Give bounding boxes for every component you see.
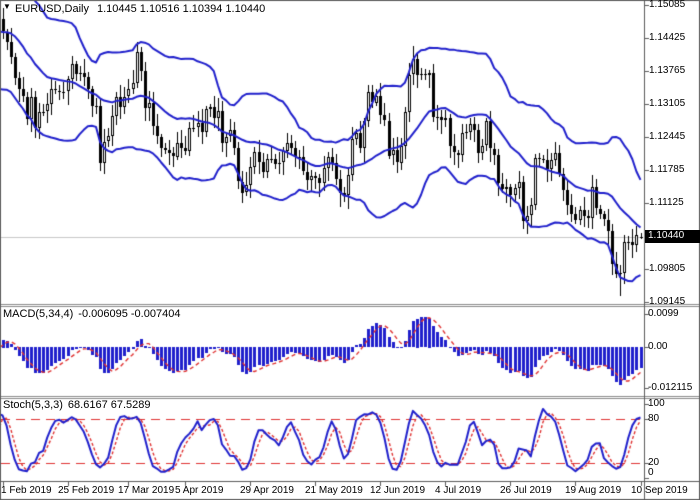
date-axis-label: 26 Jul 2019 <box>500 485 552 496</box>
stoch-label-name: Stoch(5,3,3) <box>3 399 63 411</box>
stoch-panel-label: Stoch(5,3,3) 68.6167 67.5289 <box>3 399 151 411</box>
date-axis-label: 5 Apr 2019 <box>175 485 224 496</box>
stoch-axis-label: 0 <box>648 467 654 478</box>
macd-axis-label: -0.012115 <box>648 382 693 393</box>
price-axis-label: 1.11785 <box>649 164 685 175</box>
price-axis-label: 1.12445 <box>649 131 686 142</box>
date-axis-label: 12 Jun 2019 <box>370 485 426 496</box>
macd-axis-label: 0.0099 <box>648 308 679 319</box>
price-axis-label: 1.13765 <box>649 65 686 76</box>
date-axis-label: 10 Sep 2019 <box>631 485 688 496</box>
price-axis-label: 1.13105 <box>649 98 686 109</box>
date-axis-label: 4 Jul 2019 <box>435 485 482 496</box>
date-axis-label: 21 May 2019 <box>305 485 363 496</box>
price-axis-label: 1.09145 <box>649 296 686 307</box>
price-axis-label: 1.14425 <box>649 32 686 43</box>
price-axis-label: 1.11125 <box>649 197 684 208</box>
chart-title: EURUSD,Daily 1.10445 1.10516 1.10394 1.10… <box>15 3 265 15</box>
macd-axis-label: 0.00 <box>648 341 668 352</box>
date-axis-label: 29 Apr 2019 <box>240 485 294 496</box>
macd-panel-label: MACD(5,34,4) -0.006095 -0.007404 <box>3 308 180 320</box>
stoch-axis-label: 100 <box>648 398 665 409</box>
macd-label-name: MACD(5,34,4) <box>3 308 74 320</box>
price-axis-label: 1.15085 <box>649 0 686 10</box>
stoch-label-values: 68.6167 67.5289 <box>67 399 151 411</box>
title-symbol: EURUSD,Daily <box>15 3 89 15</box>
date-axis-label: 17 Mar 2019 <box>118 485 175 496</box>
current-price-badge: 1.10440 <box>645 230 700 243</box>
title-ohlc-values: 1.10445 1.10516 1.10394 1.10440 <box>96 3 266 15</box>
stoch-axis-label: 80 <box>648 413 660 424</box>
symbol-marker-icon: ▼ <box>3 2 11 11</box>
date-axis-label: 19 Aug 2019 <box>565 485 622 496</box>
date-axis-label: 25 Feb 2019 <box>58 485 115 496</box>
price-axis-label: 1.09805 <box>649 263 686 274</box>
macd-label-values: -0.006095 -0.007404 <box>78 308 181 320</box>
date-axis-label: 1 Feb 2019 <box>1 485 52 496</box>
stoch-axis-label: 20 <box>648 457 660 468</box>
